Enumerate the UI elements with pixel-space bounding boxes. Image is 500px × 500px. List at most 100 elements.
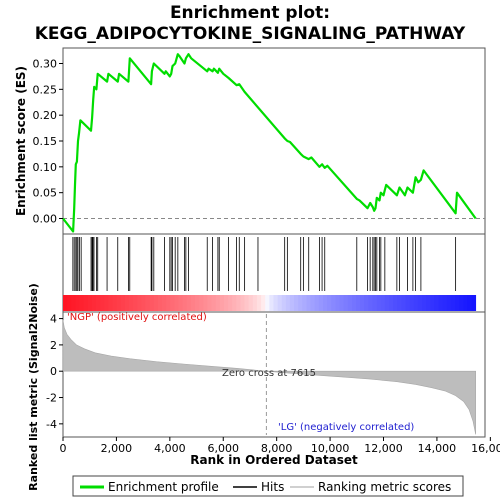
rank-strip-segment — [141, 295, 146, 311]
es-ytick-label: 0.25 — [33, 83, 58, 96]
rank-strip-segment — [331, 295, 336, 311]
rank-strip-segment — [372, 295, 378, 311]
rank-strip-segment — [273, 295, 278, 311]
rank-strip-segment — [232, 295, 237, 311]
rank-strip-segment — [376, 295, 382, 311]
rank-strip-segment — [463, 295, 468, 311]
rank-strip-segment — [314, 295, 320, 311]
rank-strip-segment — [397, 295, 402, 311]
rank-strip-segment — [244, 295, 250, 311]
legend: Enrichment profile Hits Ranking metric s… — [72, 475, 464, 497]
rank-strip-segment — [446, 295, 452, 311]
rank-strip-segment — [145, 295, 151, 311]
rank-strip-segment — [294, 295, 299, 311]
rank-strip-segment — [281, 295, 287, 311]
rank-strip-segment — [223, 295, 229, 311]
rank-strip-segment — [430, 295, 435, 311]
legend-label-hits: Hits — [261, 480, 284, 494]
rank-strip-segment — [174, 295, 179, 311]
rank-strip-segment — [318, 295, 324, 311]
zero-cross-label: Zero cross at 7615 — [222, 368, 316, 379]
hits-layer — [63, 237, 477, 311]
x-axis-title: Rank in Ordered Dataset — [190, 453, 358, 467]
rank-strip-segment — [417, 295, 423, 311]
rank-strip-segment — [302, 295, 307, 311]
rank-strip-segment — [459, 295, 464, 311]
rank-strip-segment — [306, 295, 311, 311]
rank-strip-segment — [108, 295, 113, 311]
rank-strip-segment — [289, 295, 295, 311]
rank-strip-segment — [405, 295, 411, 311]
rank-strip-segment — [129, 295, 134, 311]
rank-strip-segment — [67, 295, 72, 311]
rank-strip-segment — [219, 295, 225, 311]
rank-strip-segment — [413, 295, 419, 311]
rank-strip-segment — [380, 295, 386, 311]
rank-strip-segment — [116, 295, 122, 311]
rank-strip-segment — [157, 295, 163, 311]
rank-strip-segment — [426, 295, 431, 311]
xtick-label: 0 — [60, 442, 67, 455]
xtick-label: 6,000 — [208, 442, 240, 455]
rank-ytick-label: 0 — [50, 365, 57, 378]
rank-strip-segment — [120, 295, 126, 311]
rank-strip-segment — [87, 295, 93, 311]
rank-strip-segment — [401, 295, 406, 311]
es-layer — [62, 53, 485, 233]
legend-label-ranking: Ranking metric scores — [318, 480, 451, 494]
xtick-label: 10,000 — [311, 442, 350, 455]
rank-strip-segment — [252, 295, 258, 311]
es-panel-frame — [62, 47, 486, 235]
rank-strip-segment — [393, 295, 398, 311]
rank-strip-segment — [347, 295, 353, 311]
rank-strip-segment — [63, 295, 68, 311]
rank-ytick-label: 4 — [50, 313, 57, 326]
rank-strip-segment — [162, 295, 167, 311]
rank-strip-segment — [153, 295, 159, 311]
rank-strip-segment — [170, 295, 175, 311]
rank-strip-segment — [79, 295, 85, 311]
rank-strip-segment — [339, 295, 345, 311]
rank-strip-segment — [112, 295, 118, 311]
chart-title-line1: Enrichment plot: — [170, 3, 330, 23]
rank-strip-segment — [166, 295, 171, 311]
rank-strip-segment — [455, 295, 460, 311]
legend-box — [72, 475, 464, 497]
enrichment-profile-line — [62, 53, 477, 233]
rank-ytick-label: -2 — [46, 392, 57, 405]
rank-strip-segment — [186, 295, 192, 311]
rank-axis-title: Ranked list metric (Signal2Noise) — [27, 283, 40, 491]
rank-strip-segment — [178, 295, 184, 311]
chart-title-line2: KEGG_ADIPOCYTOKINE_SIGNALING_PATHWAY — [35, 24, 466, 44]
rank-strip-segment — [409, 295, 415, 311]
es-axis-title: Enrichment score (ES) — [14, 66, 28, 216]
rank-strip-segment — [75, 295, 80, 311]
rank-strip-segment — [335, 295, 340, 311]
rank-ytick-label: -4 — [46, 418, 57, 431]
rank-strip-segment — [261, 295, 266, 311]
rank-strip-segment — [100, 295, 105, 311]
rank-strip-segment — [228, 295, 233, 311]
rank-strip-segment — [240, 295, 245, 311]
rank-strip-segment — [199, 295, 204, 311]
rank-strip-segment — [351, 295, 357, 311]
rank-strip-segment — [450, 295, 456, 311]
xtick-label: 2,000 — [101, 442, 133, 455]
rank-strip-segment — [104, 295, 109, 311]
xtick-label: 8,000 — [261, 442, 293, 455]
rank-strip-segment — [269, 295, 274, 311]
xtick-label: 14,000 — [418, 442, 457, 455]
rank-strip-segment — [368, 295, 373, 311]
rank-strip-segment — [91, 295, 97, 311]
rank-strip-segment — [133, 295, 138, 311]
negative-correlation-label: 'LG' (negatively correlated) — [278, 422, 414, 433]
rank-strip-segment — [384, 295, 390, 311]
rank-strip-segment — [124, 295, 130, 311]
rank-strip-segment — [215, 295, 221, 311]
rank-strip-segment — [248, 295, 254, 311]
es-ytick-label: 0.00 — [33, 213, 58, 226]
rank-strip-segment — [322, 295, 328, 311]
rank-strip-segment — [360, 295, 365, 311]
xtick-label: 4,000 — [154, 442, 186, 455]
